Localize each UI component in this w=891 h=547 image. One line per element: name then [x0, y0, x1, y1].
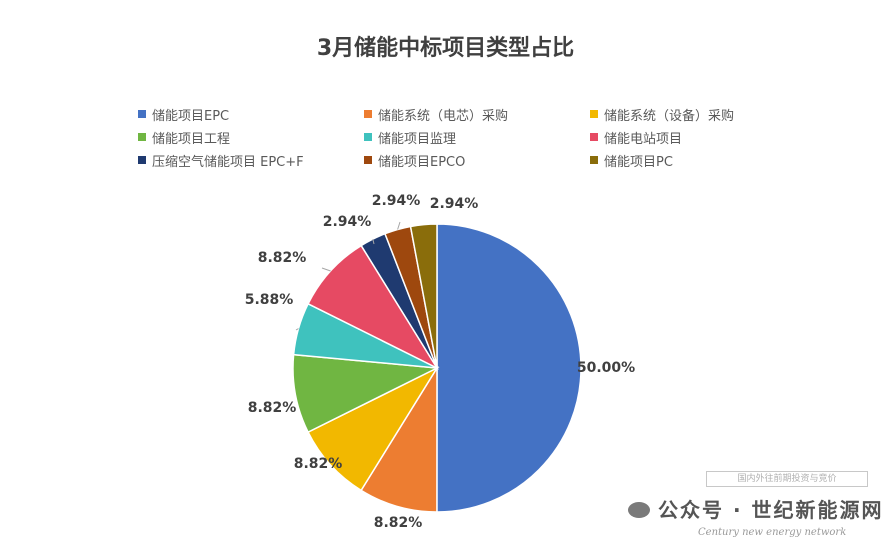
legend: 储能项目EPC 储能系统（电芯）采购 储能系统（设备）采购 储能项目工程 储能项目监理储…	[138, 106, 800, 170]
legend-item: 储能电站项目	[590, 129, 800, 147]
legend-swatch	[590, 156, 598, 164]
pie-slice	[436, 223, 582, 513]
chart-title: 3月储能中标项目类型占比	[316, 36, 575, 61]
legend-label: 储能项目PC	[604, 154, 673, 170]
legend-swatch	[364, 133, 372, 141]
legend-item: 储能项目EPC	[138, 106, 364, 124]
data-label: 50.00%	[577, 360, 635, 376]
watermark-english: Century new energy network	[698, 527, 847, 538]
legend-swatch	[138, 133, 146, 141]
data-label: 2.94%	[372, 193, 421, 209]
legend-label: 储能项目监理	[378, 131, 457, 147]
leader-line	[372, 238, 375, 245]
data-label: 5.88%	[245, 292, 294, 308]
legend-label: 储能项目EPC	[152, 108, 230, 124]
data-label: 8.82%	[294, 456, 343, 472]
legend-item: 储能系统（电芯）采购	[364, 106, 590, 124]
leader-line	[397, 221, 401, 230]
legend-swatch	[364, 156, 372, 164]
data-label: 8.82%	[374, 515, 423, 531]
legend-swatch	[590, 110, 598, 118]
data-label: 8.82%	[248, 400, 297, 416]
legend-swatch	[364, 110, 372, 118]
legend-item: 压缩空气储能项目 EPC+F	[138, 152, 364, 170]
legend-item: 储能项目工程	[138, 129, 364, 147]
legend-item: 储能项目EPCO	[364, 152, 590, 170]
legend-swatch	[138, 110, 146, 118]
watermark-banner: 国内外往前期投资与竞价	[706, 471, 868, 487]
legend-swatch	[138, 156, 146, 164]
data-label: 2.94%	[323, 214, 372, 230]
wechat-icon	[628, 502, 650, 518]
legend-item: 储能项目PC	[590, 152, 800, 170]
leader-line	[321, 267, 331, 272]
data-label: 8.82%	[258, 250, 307, 266]
legend-label: 压缩空气储能项目 EPC+F	[152, 154, 304, 170]
legend-swatch	[590, 133, 598, 141]
legend-label: 储能项目工程	[152, 131, 231, 147]
legend-label: 储能项目EPCO	[378, 154, 466, 170]
pie-slice	[409, 223, 438, 369]
data-label: 2.94%	[430, 196, 479, 212]
leader-line	[295, 328, 299, 331]
legend-label: 储能电站项目	[604, 131, 683, 147]
legend-label: 储能系统（电芯）采购	[378, 108, 509, 124]
legend-item: 储能项目监理	[364, 129, 590, 147]
legend-item: 储能系统（设备）采购	[590, 106, 800, 124]
watermark-account: 公众号 · 世纪新能源网	[658, 498, 884, 522]
legend-label: 储能系统（设备）采购	[604, 108, 735, 124]
